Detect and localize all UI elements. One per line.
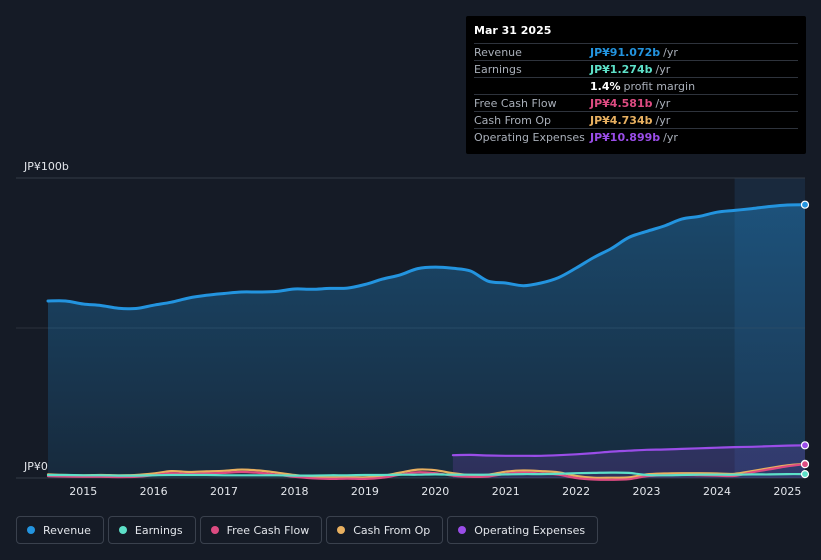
legend-label: Cash From Op	[353, 523, 431, 537]
tooltip-row-operating-expenses: Operating Expenses JP¥10.899b/yr	[474, 128, 798, 145]
x-tick-label: 2016	[140, 485, 168, 498]
legend: Revenue Earnings Free Cash Flow Cash From O…	[16, 516, 599, 546]
tooltip-unit: /yr	[663, 45, 678, 59]
tooltip-unit: /yr	[655, 96, 671, 110]
operating-expenses-area	[452, 445, 805, 478]
y-tick-label-bottom: JP¥0	[23, 460, 48, 473]
x-tick-label: 2022	[562, 485, 590, 498]
legend-dot-icon	[337, 526, 346, 534]
earnings-line	[46, 471, 807, 477]
tooltip-row-cash-from-op: Cash From Op JP¥4.734b/yr	[474, 111, 798, 128]
tooltip-date: Mar 31 2025	[474, 24, 552, 37]
legend-dot-icon	[210, 526, 219, 534]
tooltip-value: JP¥91.072b	[590, 45, 661, 59]
tooltip-unit: /yr	[655, 113, 671, 127]
tooltip-unit: profit margin	[623, 79, 696, 93]
tooltip-value: 1.4%	[590, 79, 621, 93]
x-tick-label: 2015	[69, 485, 97, 498]
legend-item-operating-expenses[interactable]: Operating Expenses	[447, 516, 599, 544]
tooltip-value: JP¥1.274b	[590, 62, 653, 76]
revenue-area	[48, 204, 805, 478]
tooltip-unit: /yr	[663, 130, 678, 144]
revenue-endpoint[interactable]	[800, 200, 810, 209]
x-tick-label: 2020	[421, 485, 449, 498]
free-cash-flow-endpoint[interactable]	[800, 460, 810, 469]
legend-label: Earnings	[134, 523, 183, 537]
legend-label: Operating Expenses	[474, 523, 586, 537]
tooltip-label: Revenue	[474, 45, 522, 59]
y-tick-label-top: JP¥100b	[23, 160, 69, 173]
legend-label: Revenue	[43, 523, 91, 537]
operating-expenses-line	[451, 444, 807, 457]
tooltip-value: JP¥10.899b	[590, 130, 661, 144]
tooltip-row-profit-margin: 1.4% profit margin	[474, 77, 798, 94]
legend-item-free-cash-flow[interactable]: Free Cash Flow	[199, 516, 323, 544]
legend-item-cash-from-op[interactable]: Cash From Op	[326, 516, 444, 544]
legend-dot-icon	[27, 526, 35, 534]
x-tick-label: 2021	[492, 485, 520, 498]
tooltip-row-earnings: Earnings JP¥1.274b/yr	[474, 60, 798, 77]
legend-item-earnings[interactable]: Earnings	[107, 516, 196, 544]
operating-expenses-endpoint[interactable]	[800, 441, 810, 450]
tooltip-row-free-cash-flow: Free Cash Flow JP¥4.581b/yr	[474, 94, 798, 111]
x-tick-label: 2019	[351, 485, 379, 498]
tooltip: Mar 31 2025 Revenue JP¥91.072b/yr Earnings…	[466, 16, 806, 154]
tooltip-label: Operating Expenses	[474, 130, 585, 144]
tooltip-unit: /yr	[655, 62, 671, 76]
tooltip-label: Free Cash Flow	[474, 96, 557, 110]
revenue-line	[46, 203, 807, 311]
x-tick-label: 2023	[633, 485, 661, 498]
legend-label: Free Cash Flow	[226, 523, 310, 537]
tooltip-label: Cash From Op	[474, 113, 552, 127]
tooltip-value: JP¥4.581b	[590, 96, 653, 110]
legend-dot-icon	[118, 526, 127, 534]
x-tick-label: 2025	[773, 485, 801, 498]
tooltip-label: Earnings	[474, 62, 522, 76]
tooltip-value: JP¥4.734b	[590, 113, 653, 127]
x-tick-label: 2018	[280, 485, 308, 498]
cash-from-op-line	[46, 462, 807, 479]
legend-dot-icon	[458, 526, 467, 534]
earnings-endpoint[interactable]	[800, 470, 810, 479]
x-tick-label: 2024	[703, 485, 731, 498]
tooltip-row-revenue: Revenue JP¥91.072b/yr	[474, 43, 798, 60]
x-tick-label: 2017	[210, 485, 238, 498]
legend-item-revenue[interactable]: Revenue	[16, 516, 104, 544]
